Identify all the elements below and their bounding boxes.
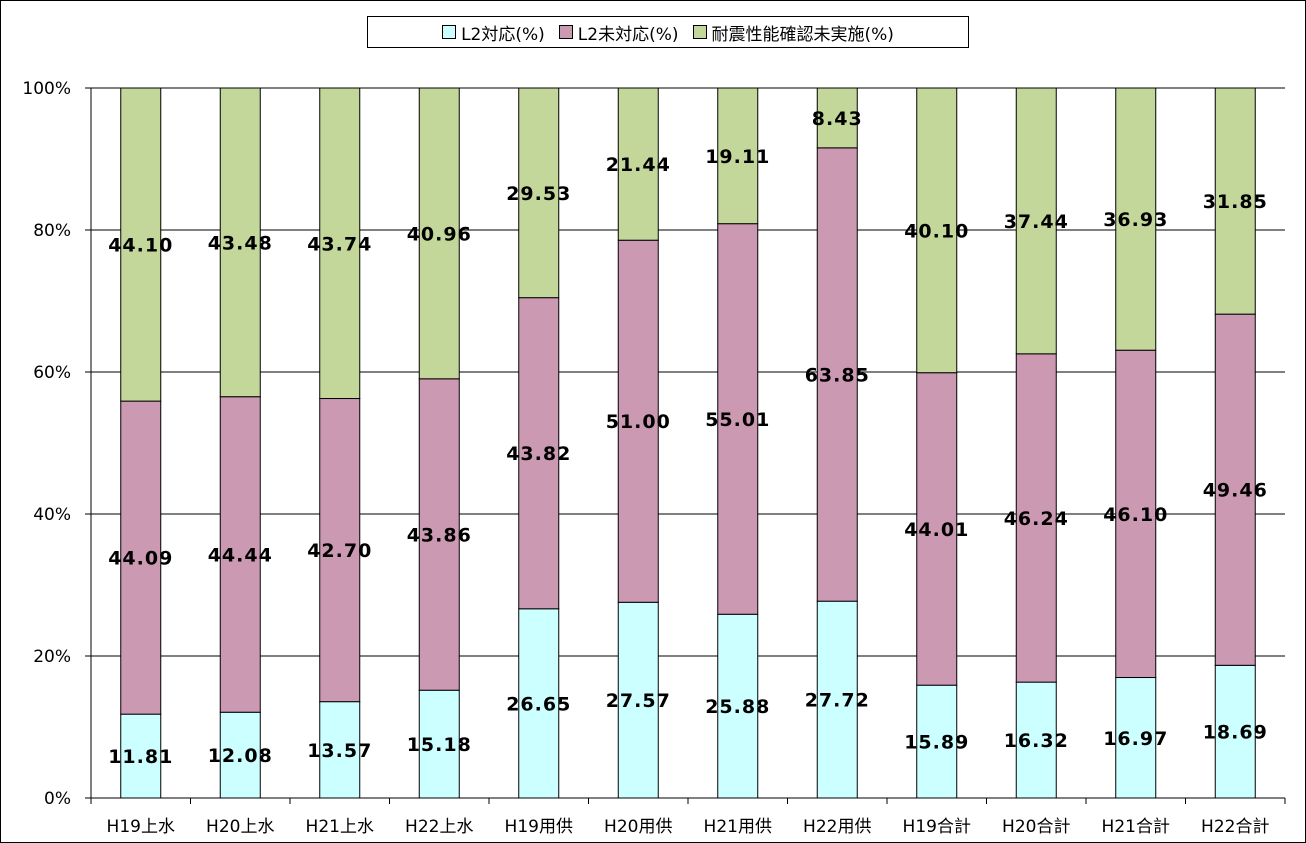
bar-segment: [1115, 349, 1157, 679]
legend-label-unchecked: 耐震性能確認未実施(%): [711, 24, 894, 45]
legend-swatch-unchecked: [692, 25, 707, 39]
data-label: 16.32: [1004, 730, 1069, 752]
legend-label-l2-not: L2未対応(%): [577, 24, 679, 45]
bar-segment: [816, 147, 858, 602]
bar-segment: [617, 239, 659, 603]
x-tick-label: H19合計: [903, 817, 971, 837]
data-label: 44.44: [208, 544, 273, 566]
bar-segment: [816, 87, 858, 149]
y-tick-label: 0%: [44, 789, 71, 809]
data-label: 63.85: [805, 365, 870, 387]
y-tick-label: 80%: [33, 221, 71, 241]
bar-segment: [418, 689, 460, 799]
data-label: 13.57: [307, 740, 372, 762]
bar-segment: [219, 87, 261, 398]
data-label: 40.10: [904, 220, 969, 242]
data-label: 46.10: [1103, 504, 1168, 526]
data-label: 21.44: [606, 154, 671, 176]
data-label: 55.01: [705, 409, 770, 431]
x-tick-label: H19用供: [505, 817, 573, 837]
data-label: 43.48: [208, 232, 273, 254]
legend-item-l2-not: L2未対応(%): [558, 20, 679, 45]
legend-item-unchecked: 耐震性能確認未実施(%): [692, 20, 894, 45]
data-label: 31.85: [1203, 191, 1268, 213]
bar-segment: [1214, 664, 1256, 799]
bar-segment: [1115, 87, 1157, 351]
legend-item-l2: L2対応(%): [442, 20, 545, 45]
x-tick-label: H20用供: [604, 817, 672, 837]
bar-segment: [418, 87, 460, 380]
data-label: 51.00: [606, 411, 671, 433]
legend: L2対応(%) L2未対応(%) 耐震性能確認未実施(%): [367, 16, 969, 48]
bars: [120, 87, 1256, 799]
data-label: 27.57: [606, 690, 671, 712]
gridlines: [91, 87, 1285, 657]
data-label: 44.01: [904, 519, 969, 541]
data-label: 15.18: [407, 734, 472, 756]
bar-segment: [1214, 313, 1256, 666]
data-label: 8.43: [812, 108, 863, 130]
data-label: 36.93: [1103, 209, 1168, 231]
bar-segment: [916, 372, 958, 686]
bar-segment: [219, 711, 261, 799]
data-label: 26.65: [506, 693, 571, 715]
bar-segment: [717, 87, 759, 225]
data-label: 11.81: [108, 746, 173, 768]
bar-segment: [617, 87, 659, 241]
axes: 0% 20% 40% 60% 80% 100% H19上水 H20上水 H21上水 H22上水 H1…: [22, 79, 1286, 837]
y-tick-label: 20%: [33, 647, 71, 667]
data-label: 12.08: [208, 745, 273, 767]
legend-swatch-l2: [442, 25, 457, 39]
bar-segment: [319, 701, 361, 799]
bar-segment: [916, 87, 958, 374]
bar-segment: [518, 297, 560, 610]
data-label: 37.44: [1004, 211, 1069, 233]
bar-segment: [120, 87, 162, 402]
x-tick-label: H22用供: [803, 817, 871, 837]
data-label: 25.88: [705, 696, 770, 718]
bar-segment: [717, 613, 759, 799]
data-label: 19.11: [705, 146, 770, 168]
legend-swatch-l2-not: [558, 25, 573, 39]
x-tick-label: H22上水: [405, 817, 473, 837]
bar-segment: [319, 87, 361, 400]
data-label: 18.69: [1203, 722, 1268, 744]
legend-label-l2: L2対応(%): [461, 24, 545, 45]
data-label: 44.10: [108, 235, 173, 257]
y-tick-label: 60%: [33, 363, 71, 383]
bar-segment: [319, 398, 361, 703]
bar-segment: [1214, 87, 1256, 315]
bar-segment: [1015, 87, 1057, 355]
data-label: 42.70: [307, 540, 372, 562]
data-label: 27.72: [805, 690, 870, 712]
x-tick-label: H21上水: [306, 817, 374, 837]
x-tick-label: H19上水: [107, 817, 175, 837]
data-label: 29.53: [506, 183, 571, 205]
x-tick-label: H21合計: [1102, 817, 1170, 837]
data-label: 44.09: [108, 548, 173, 570]
bar-segment: [518, 608, 560, 799]
data-label: 43.74: [307, 233, 372, 255]
y-tick-label: 40%: [33, 505, 71, 525]
data-label: 46.24: [1004, 508, 1069, 530]
y-tick-label: 100%: [22, 79, 71, 99]
data-label: 43.86: [407, 525, 472, 547]
data-label: 16.97: [1103, 728, 1168, 750]
data-label: 15.89: [904, 732, 969, 754]
x-tick-label: H21用供: [704, 817, 772, 837]
bar-segment: [717, 223, 759, 615]
bar-segment: [1015, 353, 1057, 683]
data-labels: 11.81 44.09 44.10 12.08 44.44 43.48 13.57 42.70…: [108, 108, 1268, 768]
bar-segment: [120, 400, 162, 715]
data-label: 40.96: [407, 223, 472, 245]
x-tick-label: H20合計: [1002, 817, 1070, 837]
bar-segment: [518, 87, 560, 299]
x-tick-label: H22合計: [1201, 817, 1269, 837]
data-label: 49.46: [1203, 480, 1268, 502]
x-tick-label: H20上水: [206, 817, 274, 837]
data-label: 43.82: [506, 443, 571, 465]
bar-segment: [418, 378, 460, 691]
